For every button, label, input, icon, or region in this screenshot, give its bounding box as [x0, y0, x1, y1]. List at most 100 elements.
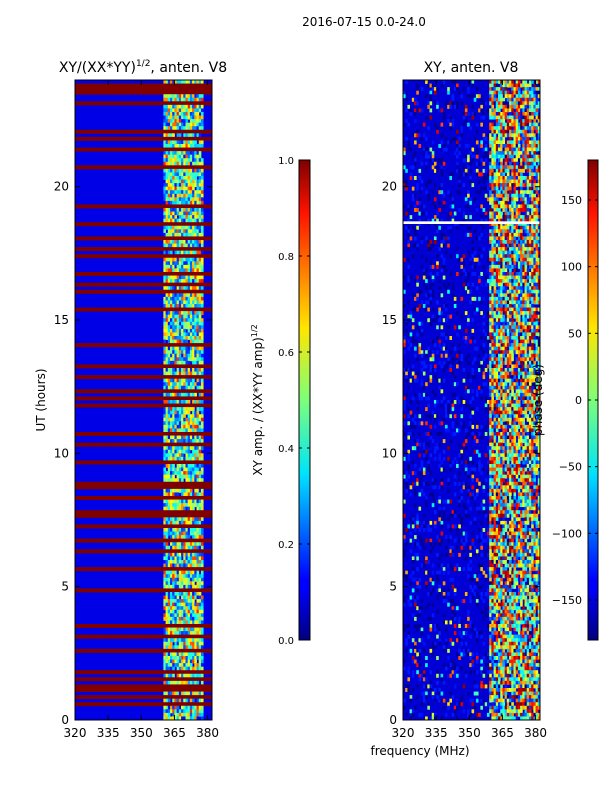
amplitude-heatmap-cell [198, 176, 202, 180]
amplitude-heatmap-cell [132, 496, 136, 500]
amplitude-heatmap-cell [167, 496, 171, 500]
amplitude-heatmap-cell [178, 154, 182, 159]
amplitude-heatmap-cell [150, 432, 153, 436]
amplitude-heatmap-cell [101, 396, 105, 401]
amplitude-heatmap-cell [170, 339, 173, 344]
amplitude-heatmap-cell [170, 176, 173, 180]
amplitude-heatmap-cell [147, 688, 151, 692]
amplitude-heatmap-cell [92, 87, 96, 92]
amplitude-heatmap-cell [99, 364, 102, 369]
amplitude-heatmap-cell [200, 460, 204, 465]
amplitude-heatmap-cell [167, 272, 171, 276]
amplitude-heatmap-cell [194, 592, 197, 596]
amplitude-heatmap-cell [174, 570, 178, 575]
amplitude-heatmap-cell [152, 90, 155, 95]
amplitude-heatmap-cell [150, 538, 153, 543]
amplitude-heatmap-cell [165, 531, 169, 536]
amplitude-heatmap-cell [170, 478, 173, 483]
amplitude-heatmap-cell [94, 403, 98, 408]
amplitude-heatmap-cell [165, 577, 169, 582]
amplitude-heatmap-cell [152, 677, 155, 682]
amplitude-heatmap-cell [176, 545, 180, 550]
amplitude-heatmap-cell [192, 432, 195, 436]
amplitude-heatmap-cell [150, 343, 153, 348]
amplitude-heatmap-cell [181, 595, 184, 600]
amplitude-heatmap-cell [165, 545, 169, 550]
amplitude-heatmap-cell [170, 588, 173, 593]
amplitude-heatmap-cell [192, 108, 195, 113]
amplitude-heatmap-cell [163, 222, 166, 227]
amplitude-heatmap-cell [200, 375, 204, 380]
amplitude-heatmap-cell [187, 485, 191, 490]
amplitude-heatmap-cell [183, 673, 186, 678]
amplitude-heatmap-cell [198, 343, 202, 348]
amplitude-heatmap-cell [192, 147, 195, 152]
amplitude-heatmap-cell [167, 528, 171, 532]
amplitude-heatmap-cell [194, 144, 197, 148]
amplitude-heatmap-cell [92, 129, 96, 134]
amplitude-heatmap-cell [116, 307, 120, 312]
amplitude-heatmap-cell [187, 570, 191, 575]
amplitude-heatmap-cell [165, 396, 169, 401]
amplitude-heatmap-cell [86, 90, 89, 95]
amplitude-heatmap-cell [165, 428, 169, 433]
amplitude-heatmap-cell [161, 147, 164, 152]
amplitude-heatmap-cell [189, 488, 193, 493]
amplitude-heatmap-cell [112, 101, 116, 106]
amplitude-heatmap-cell [125, 403, 129, 408]
amplitude-heatmap-cell [105, 282, 109, 287]
amplitude-heatmap-cell [174, 264, 178, 269]
amplitude-heatmap-cell [97, 624, 100, 628]
amplitude-heatmap-cell [112, 136, 116, 141]
amplitude-heatmap-cell [163, 108, 166, 113]
amplitude-heatmap-cell [143, 165, 147, 170]
amplitude-heatmap-cell [194, 382, 197, 387]
amplitude-heatmap-cell [181, 467, 184, 472]
amplitude-heatmap-cell [176, 513, 180, 518]
amplitude-heatmap-cell [203, 343, 206, 348]
amplitude-heatmap-cell [176, 261, 180, 266]
amplitude-heatmap-cell [128, 588, 131, 593]
amplitude-heatmap-cell [132, 396, 136, 401]
amplitude-heatmap-cell [183, 435, 186, 440]
amplitude-heatmap-cell [143, 481, 147, 486]
amplitude-heatmap-cell [196, 574, 200, 579]
amplitude-heatmap-cell [192, 421, 195, 426]
amplitude-heatmap-cell [196, 80, 200, 84]
amplitude-heatmap-cell [163, 112, 166, 116]
amplitude-heatmap-cell [174, 112, 178, 116]
amplitude-heatmap-cell [110, 87, 113, 92]
figure-suptitle: 2016-07-15 0.0-24.0 [302, 15, 426, 29]
amplitude-heatmap-cell [200, 307, 204, 312]
amplitude-heatmap-cell [181, 218, 184, 223]
amplitude-heatmap-cell [174, 400, 178, 404]
amplitude-heatmap-cell [145, 247, 149, 252]
amplitude-heatmap-cell [192, 311, 195, 316]
amplitude-heatmap-cell [198, 524, 202, 529]
amplitude-heatmap-cell [185, 627, 189, 632]
amplitude-heatmap-cell [196, 289, 200, 294]
amplitude-heatmap-cell [81, 389, 85, 394]
amplitude-heatmap-cell [139, 87, 142, 92]
amplitude-heatmap-cell [189, 236, 193, 241]
amplitude-heatmap-cell [128, 222, 131, 227]
amplitude-heatmap-cell [152, 307, 155, 312]
amplitude-heatmap-cell [205, 389, 208, 394]
amplitude-heatmap-cell [192, 545, 195, 550]
amplitude-heatmap-cell [88, 485, 91, 490]
amplitude-heatmap-cell [174, 485, 178, 490]
amplitude-heatmap-cell [178, 200, 182, 205]
amplitude-heatmap-cell [143, 87, 147, 92]
amplitude-heatmap-cell [123, 343, 127, 348]
amplitude-heatmap-cell [167, 602, 171, 607]
amplitude-heatmap-cell [185, 154, 189, 159]
amplitude-heatmap-cell [192, 339, 195, 344]
amplitude-heatmap-cell [181, 140, 184, 145]
amplitude-heatmap-cell [207, 684, 211, 689]
amplitude-heatmap-cell [196, 115, 200, 120]
amplitude-heatmap-cell [181, 638, 184, 643]
amplitude-heatmap-cell [161, 289, 164, 294]
amplitude-heatmap-cell [207, 83, 211, 88]
amplitude-heatmap-cell [112, 289, 116, 294]
amplitude-heatmap-cell [125, 204, 129, 209]
